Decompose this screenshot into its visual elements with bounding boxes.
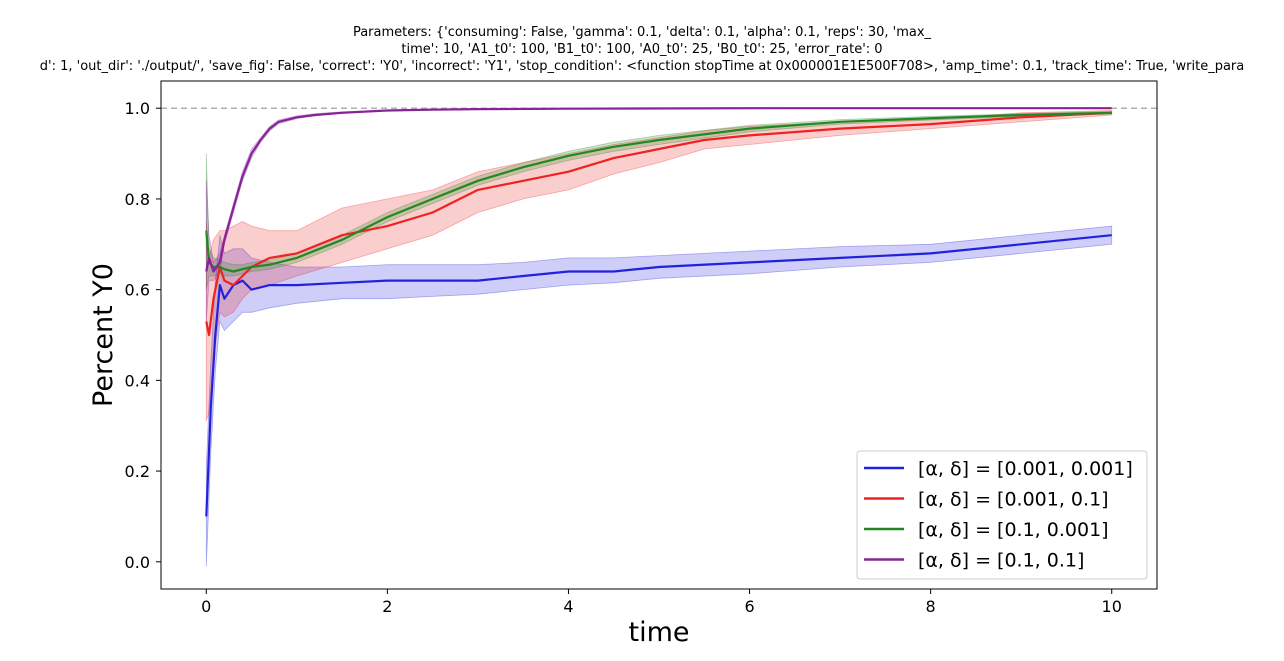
legend-box [856, 450, 1148, 580]
y-axis-ticks: 0.0 0.2 0.4 0.6 0.8 1.0 [125, 99, 161, 572]
legend-entry-1: [α, δ] = [0.001, 0.001] [918, 458, 1133, 480]
x-axis-ticks: 0 2 4 6 8 10 [201, 589, 1122, 616]
y-tick-label-3: 0.4 [125, 371, 150, 390]
x-tick-label-3: 4 [563, 597, 573, 616]
legend: [α, δ] = [0.001, 0.001] [α, δ] = [0.001, … [856, 450, 1148, 580]
chart-title-line-2: time': 10, 'A1_t0': 100, 'B1_t0': 100, '… [401, 42, 883, 57]
x-tick-label-4: 6 [744, 597, 754, 616]
chart-title-line-1: Parameters: {'consuming': False, 'gamma'… [352, 25, 932, 40]
line-series-4 [205, 107, 1112, 273]
x-tick-label-5: 8 [926, 597, 936, 616]
y-tick-label-2: 0.2 [125, 462, 150, 481]
y-tick-label-6: 1.0 [125, 99, 150, 118]
x-tick-label-6: 10 [1102, 597, 1122, 616]
series-lines [205, 107, 1112, 517]
y-tick-label-5: 0.8 [125, 190, 150, 209]
legend-entry-4: [α, δ] = [0.1, 0.1] [918, 550, 1084, 572]
y-tick-label-4: 0.6 [125, 281, 150, 300]
legend-entry-2: [α, δ] = [0.001, 0.1] [918, 489, 1109, 511]
x-tick-label-1: 0 [201, 597, 211, 616]
legend-entry-3: [α, δ] = [0.1, 0.001] [918, 519, 1109, 541]
x-axis-label: time [628, 617, 689, 648]
line-series-3 [205, 111, 1112, 273]
line-series-2 [205, 111, 1112, 337]
plot-frame [160, 80, 1158, 590]
chart-title-line-3: d': 1, 'out_dir': './output/', 'save_fig… [39, 59, 1245, 74]
x-tick-label-2: 2 [382, 597, 392, 616]
line-series-1 [205, 234, 1112, 517]
y-axis-label: Percent Y0 [88, 263, 119, 407]
y-tick-label-1: 0.0 [125, 553, 150, 572]
